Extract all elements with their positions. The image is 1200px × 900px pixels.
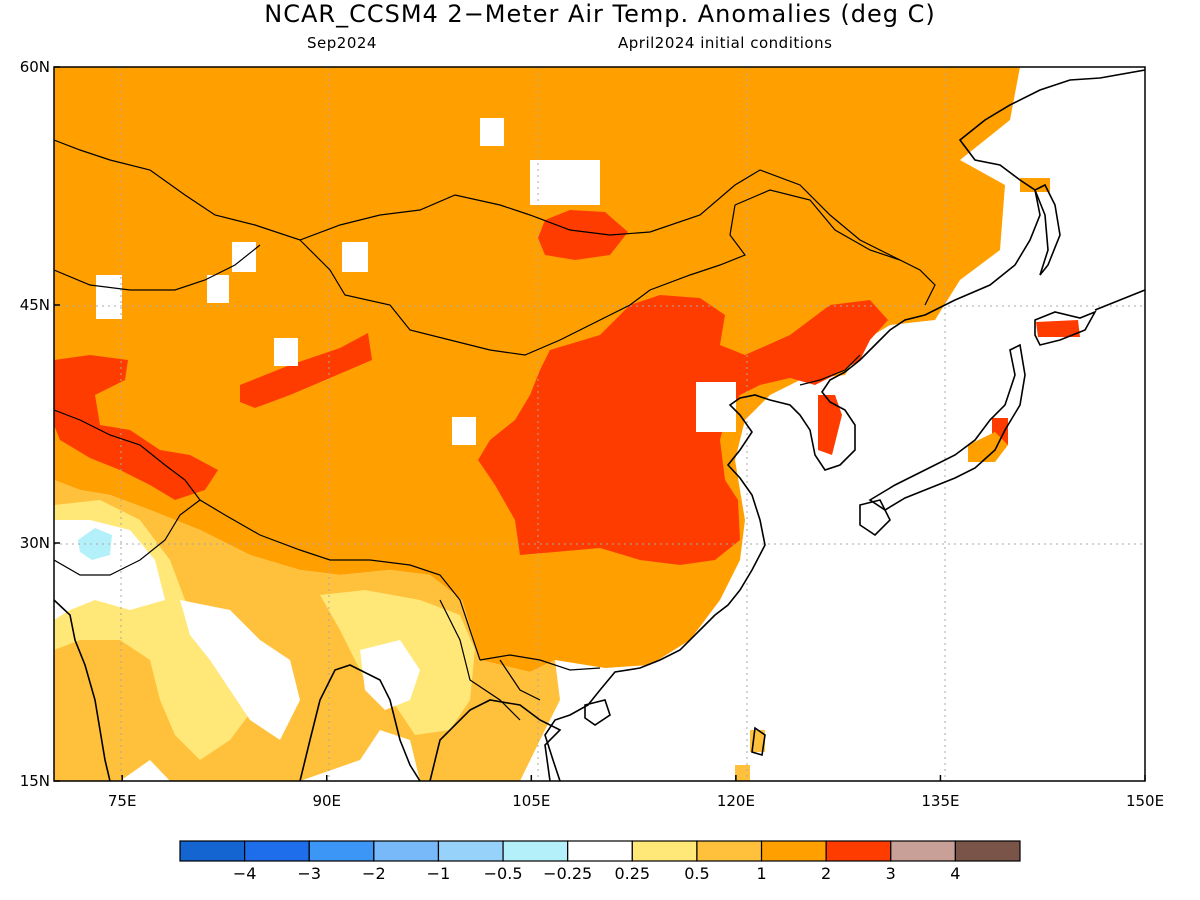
lat-lon-grid — [54, 67, 1145, 781]
india-coastline — [54, 599, 111, 781]
hainan — [584, 699, 611, 726]
colorbar-swatch — [631, 840, 698, 862]
anomaly-region-negative — [78, 528, 112, 560]
lat-tick-label: 30N — [20, 534, 50, 552]
korea-border — [799, 354, 861, 386]
lon-tick-label: 90E — [312, 792, 341, 810]
anomaly-region-2to3-pamir — [54, 355, 218, 500]
anomaly-region-near-zero-bengal — [360, 640, 420, 710]
colorbar-label: 1 — [756, 864, 766, 883]
colorbar-swatch — [373, 840, 440, 862]
himalaya-border — [54, 409, 481, 661]
lon-tick-label: 105E — [512, 792, 550, 810]
colorbar-label: −0.25 — [543, 864, 592, 883]
japan-kyushu — [859, 499, 891, 537]
japan-honshu — [868, 343, 1026, 511]
lake-mask — [452, 417, 476, 445]
mongolia-china-border — [299, 204, 746, 356]
sakhalin — [1033, 183, 1061, 276]
lake-mask — [530, 160, 600, 205]
map-frame — [53, 66, 1146, 782]
initial-conditions-label: April2024 initial conditions — [618, 34, 833, 52]
kamchatka-coast — [1094, 289, 1145, 311]
colorbar-label: 0.25 — [614, 864, 650, 883]
anomaly-fill-layer — [54, 67, 1080, 781]
lon-tick-label: 150E — [1126, 792, 1164, 810]
indochina-coast — [429, 699, 562, 781]
anomaly-region-2to3-tarim — [240, 333, 372, 408]
russia-border — [54, 139, 936, 306]
colorbar-swatch — [954, 840, 1021, 862]
taiwan — [751, 726, 766, 757]
lat-tick-label: 15N — [20, 772, 50, 790]
lake-mask — [207, 275, 229, 303]
colorbar-label: −4 — [233, 864, 257, 883]
lon-tick-label: 75E — [108, 792, 137, 810]
china-vietnam-border — [479, 654, 601, 671]
kazakhstan-border — [54, 244, 261, 291]
lake-mask — [696, 382, 736, 432]
coastlines — [54, 69, 1145, 781]
colorbar-label: −1 — [427, 864, 451, 883]
colorbar-label: −0.5 — [484, 864, 523, 883]
india-border — [54, 499, 201, 576]
lon-tick-label: 135E — [921, 792, 959, 810]
lake-mask — [274, 338, 298, 366]
lon-tick-label: 120E — [717, 792, 755, 810]
map-title: NCAR_CCSM4 2−Meter Air Temp. Anomalies (… — [264, 0, 936, 28]
colorbar-swatch — [696, 840, 763, 862]
colorbar-label: 2 — [821, 864, 831, 883]
indochina-borders — [439, 599, 541, 721]
colorbar-swatch — [502, 840, 569, 862]
colorbar-label: −3 — [297, 864, 321, 883]
anomaly-region-2to3-hokkaido — [1036, 320, 1080, 337]
lake-mask — [342, 242, 368, 272]
colorbar-swatch — [567, 840, 633, 862]
bay-of-bengal-coast — [299, 664, 421, 781]
political-borders — [54, 139, 936, 721]
colorbar-swatch — [437, 840, 504, 862]
anomaly-region-1to2-japan — [968, 432, 1008, 462]
colorbar-swatch — [825, 840, 892, 862]
anomaly-region-1to2 — [54, 67, 1020, 672]
anomaly-region-1to2-sakhalin — [1020, 178, 1050, 192]
anomaly-region-near-zero-central-india — [180, 600, 300, 740]
colorbar-swatch — [890, 840, 956, 862]
colorbar-label: 3 — [886, 864, 896, 883]
amur-river — [734, 189, 901, 261]
lat-tick-label: 60N — [20, 58, 50, 76]
colorbar-label: 4 — [950, 864, 960, 883]
japan-hokkaido — [1034, 310, 1097, 346]
colorbar-swatch — [308, 840, 375, 862]
axis-ticks: 75E 90E 105E 120E 135E 150E 60N 45N 30N 15N — [20, 58, 1164, 810]
anomaly-region-2to3-east-china — [478, 295, 888, 565]
colorbar-swatch — [179, 840, 246, 862]
anomaly-region-2to3-korea — [818, 395, 842, 455]
anomaly-region-2to3-mongolia — [538, 210, 628, 260]
colorbar-label: −2 — [362, 864, 386, 883]
anomaly-region-1to2-hainan — [735, 765, 750, 781]
lake-mask — [232, 242, 256, 272]
forecast-month: Sep2024 — [307, 34, 377, 52]
colorbar-swatch — [244, 840, 310, 862]
colorbar-label: 0.5 — [684, 864, 709, 883]
lake-mask — [96, 275, 122, 319]
lake-mask — [480, 118, 504, 146]
lat-tick-label: 45N — [20, 296, 50, 314]
colorbar-swatch — [760, 840, 827, 862]
